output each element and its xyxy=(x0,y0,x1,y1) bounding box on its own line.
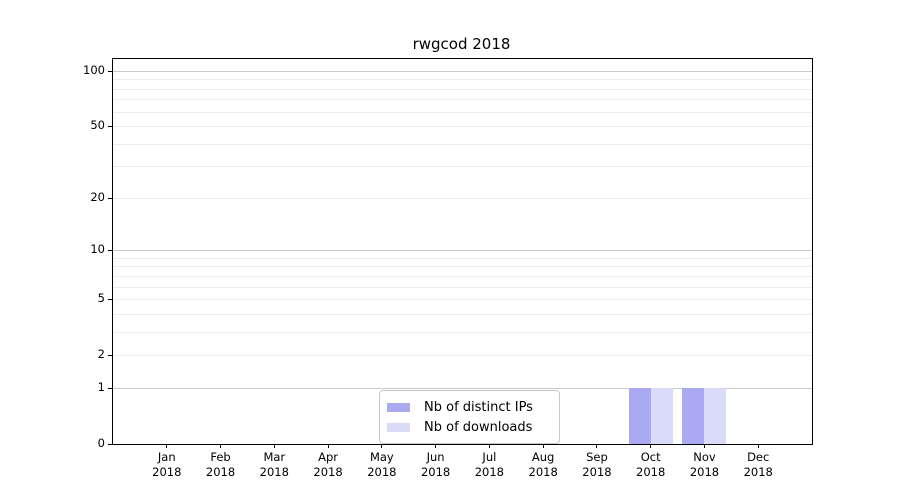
gridline-minor-4 xyxy=(113,313,812,315)
y-tick-20 xyxy=(108,197,112,199)
x-tick-label-jan: Jan 2018 xyxy=(140,450,194,480)
y-tick-50 xyxy=(108,126,112,128)
x-tick-month-mar: Mar xyxy=(263,450,286,464)
y-tick-label-100: 100 xyxy=(83,63,105,77)
y-tick-2 xyxy=(108,355,112,357)
x-tick-year-mar: 2018 xyxy=(259,465,289,479)
x-tick-month-aug: Aug xyxy=(531,450,555,464)
gridline-minor-80 xyxy=(113,88,812,90)
x-tick-year-jul: 2018 xyxy=(474,465,505,479)
x-tick-sep xyxy=(596,444,598,448)
bar-downloads-nov xyxy=(704,387,727,444)
x-tick-month-jan: Jan xyxy=(157,450,176,464)
x-tick-label-jun: Jun 2018 xyxy=(409,450,463,480)
legend-label-distinct-ips: Nb of distinct IPs xyxy=(424,399,533,415)
gridline-major-10 xyxy=(113,250,812,252)
y-tick-0 xyxy=(108,444,112,445)
legend-swatch-distinct-ips-icon xyxy=(387,402,410,412)
y-tick-100 xyxy=(108,71,112,72)
x-tick-apr xyxy=(327,444,329,448)
x-tick-label-sep: Sep 2018 xyxy=(570,450,624,480)
y-tick-5 xyxy=(108,299,112,301)
x-tick-nov xyxy=(703,444,705,448)
y-tick-label-50: 50 xyxy=(90,118,105,133)
gridline-major-1 xyxy=(113,387,812,389)
x-tick-aug xyxy=(542,444,544,448)
x-tick-month-may: May xyxy=(369,450,394,464)
gridline-minor-30 xyxy=(113,166,812,168)
y-tick-label-10: 10 xyxy=(90,242,105,257)
x-tick-year-may: 2018 xyxy=(367,465,397,479)
gridline-minor-3 xyxy=(113,331,812,333)
gridline-minor-90 xyxy=(113,79,812,81)
x-tick-year-oct: 2018 xyxy=(636,465,666,479)
x-tick-oct xyxy=(650,444,652,448)
legend-item-distinct-ips: Nb of distinct IPs xyxy=(387,397,551,417)
gridline-minor-8 xyxy=(113,266,812,268)
x-tick-year-sep: 2018 xyxy=(582,465,612,479)
x-tick-jul xyxy=(488,444,490,448)
x-tick-month-sep: Sep xyxy=(586,450,608,464)
x-tick-month-feb: Feb xyxy=(210,450,231,464)
x-tick-may xyxy=(381,444,383,448)
x-tick-month-jun: Jun xyxy=(426,450,445,464)
x-tick-label-nov: Nov 2018 xyxy=(677,450,731,480)
gridline-minor-2 xyxy=(113,355,812,357)
x-tick-year-aug: 2018 xyxy=(528,465,558,479)
chart-title: rwgcod 2018 xyxy=(412,35,511,53)
x-tick-jun xyxy=(435,444,437,448)
x-tick-jan xyxy=(166,444,168,448)
x-tick-year-feb: 2018 xyxy=(205,465,236,479)
gridline-minor-6 xyxy=(113,286,812,288)
x-tick-label-jul: Jul 2018 xyxy=(462,450,516,480)
x-tick-mar xyxy=(273,444,275,448)
gridline-major-100 xyxy=(113,71,812,72)
x-tick-label-feb: Feb 2018 xyxy=(194,450,248,480)
x-tick-year-dec: 2018 xyxy=(743,465,773,479)
legend-swatch-downloads-icon xyxy=(387,422,410,432)
bar-downloads-oct xyxy=(650,387,673,444)
x-tick-month-apr: Apr xyxy=(318,450,339,464)
x-tick-dec xyxy=(757,444,759,448)
gridline-minor-40 xyxy=(113,143,812,145)
gridline-minor-9 xyxy=(113,257,812,259)
x-tick-year-jan: 2018 xyxy=(152,465,182,479)
x-tick-feb xyxy=(220,444,222,448)
bar-distinct-ips-nov xyxy=(682,387,705,444)
y-tick-label-2: 2 xyxy=(97,347,105,362)
x-tick-year-jun: 2018 xyxy=(420,465,451,479)
x-tick-label-apr: Apr 2018 xyxy=(301,450,355,480)
y-tick-label-5: 5 xyxy=(97,291,105,306)
bar-distinct-ips-oct xyxy=(628,387,651,444)
legend-item-downloads: Nb of downloads xyxy=(387,417,551,437)
x-tick-label-oct: Oct 2018 xyxy=(624,450,678,480)
x-tick-year-apr: 2018 xyxy=(313,465,343,479)
x-tick-month-nov: Nov xyxy=(693,450,716,464)
gridline-minor-50 xyxy=(113,126,812,128)
x-tick-year-nov: 2018 xyxy=(689,465,720,479)
y-tick-label-1: 1 xyxy=(97,379,105,394)
plot-area: 0 1 2 5 10 20 50 100 Jan 2018 Feb 2018 Mar 2018 Apr 20… xyxy=(83,58,813,479)
x-tick-month-jul: Jul xyxy=(482,450,497,464)
x-tick-label-may: May 2018 xyxy=(355,450,409,480)
y-tick-10 xyxy=(108,250,112,252)
legend-label-downloads: Nb of downloads xyxy=(424,419,533,435)
y-tick-1 xyxy=(108,387,112,389)
x-tick-month-dec: Dec xyxy=(747,450,770,464)
legend: Nb of distinct IPs Nb of downloads xyxy=(379,390,560,444)
gridline-minor-7 xyxy=(113,275,812,277)
y-tick-label-0: 0 xyxy=(97,436,105,450)
x-tick-label-dec: Dec 2018 xyxy=(731,450,785,480)
y-tick-label-20: 20 xyxy=(90,189,105,204)
gridline-minor-70 xyxy=(113,99,812,101)
gridline-minor-60 xyxy=(113,111,812,113)
x-tick-label-mar: Mar 2018 xyxy=(247,450,301,480)
gridline-minor-5 xyxy=(113,299,812,301)
gridline-minor-20 xyxy=(113,197,812,199)
x-tick-month-oct: Oct xyxy=(640,450,661,464)
x-tick-label-aug: Aug 2018 xyxy=(516,450,570,480)
